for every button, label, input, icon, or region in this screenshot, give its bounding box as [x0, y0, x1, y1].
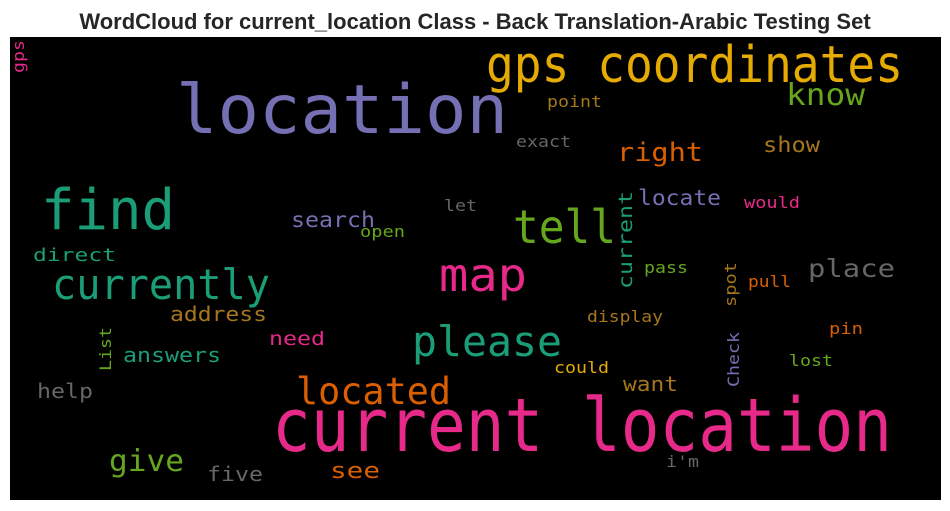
- word-location: location: [176, 71, 508, 150]
- word-would: would: [744, 193, 800, 212]
- word-current: current: [615, 191, 637, 289]
- word-check: Check: [724, 332, 743, 387]
- word-give: give: [109, 444, 184, 479]
- word-direct: direct: [33, 245, 116, 266]
- word-lost: lost: [789, 351, 833, 370]
- word-answers: answers: [123, 343, 221, 367]
- cloud-background: [10, 37, 941, 500]
- word-want: want: [623, 372, 678, 396]
- word-search: search: [291, 208, 375, 232]
- word-show: show: [763, 133, 820, 157]
- word-place: place: [808, 254, 895, 283]
- word-i-m: i'm: [666, 452, 699, 471]
- word-located: located: [296, 370, 451, 413]
- word-let: let: [444, 196, 477, 215]
- word-current-location: current location: [272, 383, 892, 469]
- word-gps-coordinates: gps coordinates: [486, 37, 903, 95]
- word-exact: exact: [516, 132, 571, 151]
- word-currently: currently: [52, 260, 270, 309]
- word-spot: spot: [721, 262, 740, 307]
- word-locate: locate: [638, 186, 721, 210]
- word-know: know: [786, 78, 866, 113]
- word-open: open: [360, 222, 405, 241]
- word-pin: pin: [829, 319, 863, 338]
- word-see: see: [330, 459, 380, 484]
- chart-title: WordCloud for current_location Class - B…: [79, 9, 871, 34]
- word-please: please: [412, 317, 562, 366]
- word-gps: gps: [10, 40, 28, 73]
- word-could: could: [554, 358, 609, 377]
- word-find: find: [41, 178, 175, 243]
- word-tell: tell: [513, 200, 616, 254]
- word-right: right: [617, 138, 703, 168]
- word-point: point: [547, 92, 602, 111]
- word-need: need: [269, 328, 325, 350]
- word-map: map: [439, 248, 527, 302]
- word-address: address: [170, 302, 267, 326]
- word-five: five: [207, 462, 263, 486]
- word-pull: pull: [748, 272, 791, 291]
- word-help: help: [37, 379, 93, 403]
- word-display: display: [587, 307, 663, 326]
- word-list: List: [96, 327, 115, 371]
- word-pass: pass: [644, 258, 688, 277]
